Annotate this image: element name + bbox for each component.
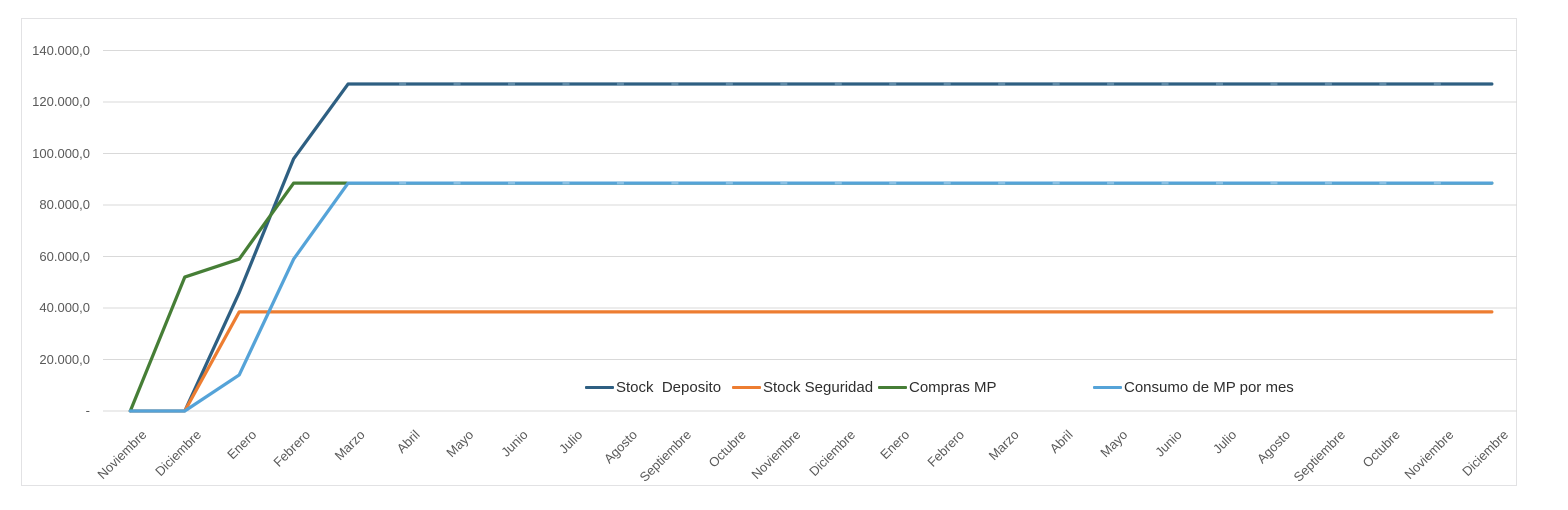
y-axis-tick-label: 60.000,0 [39, 248, 90, 264]
y-axis-tick-label: - [85, 403, 90, 418]
series-line-stock-deposito[interactable] [128, 82, 1494, 413]
series-line-compras-mp[interactable] [128, 181, 1494, 413]
legend-item-stock-deposito[interactable]: Stock Deposito [585, 378, 721, 397]
series-line-consumo-de-mp-por-mes[interactable] [128, 181, 1494, 413]
legend-item-consumo-de-mp-por-mes[interactable]: Consumo de MP por mes [1093, 378, 1294, 397]
legend: Stock Deposito Stock Seguridad Compras M… [0, 378, 1568, 398]
y-axis-tick-label: 100.000,0 [32, 145, 90, 161]
legend-item-label: Compras MP [909, 379, 997, 396]
y-axis-tick-label: 120.000,0 [32, 94, 90, 109]
legend-line-swatch [1093, 385, 1122, 390]
legend-line-swatch [732, 385, 761, 390]
gridlines [103, 50, 1517, 412]
legend-item-label: Stock Seguridad [763, 379, 874, 396]
legend-line-swatch [878, 385, 907, 390]
y-axis-tick-label: 140.000,0 [32, 42, 90, 58]
series-line-stock-seguridad[interactable] [128, 310, 1494, 413]
legend-item-compras-mp[interactable]: Compras MP [878, 378, 997, 397]
chart-card [21, 18, 1517, 486]
legend-item-stock-seguridad[interactable]: Stock Seguridad [732, 378, 873, 397]
y-axis-tick-label: 80.000,0 [39, 197, 90, 212]
legend-item-label: Stock Deposito [616, 379, 722, 396]
y-axis-tick-label: 20.000,0 [39, 351, 90, 367]
y-axis-tick-label: 40.000,0 [39, 300, 90, 315]
legend-item-label: Consumo de MP por mes [1124, 379, 1294, 396]
legend-line-swatch [585, 385, 614, 390]
